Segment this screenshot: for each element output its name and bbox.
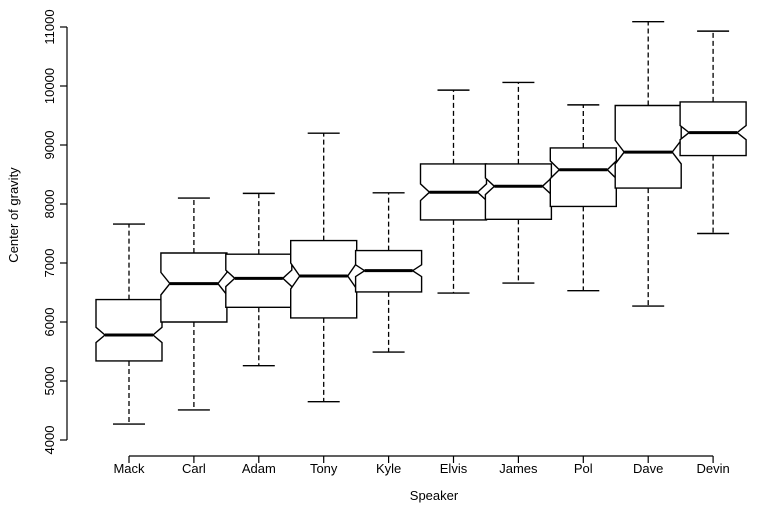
y-tick-label: 8000 (42, 190, 57, 219)
box-dave (614, 20, 682, 307)
notched-box (290, 239, 358, 319)
x-tick-label: Mack (113, 461, 145, 476)
box-devin (679, 30, 747, 235)
box-tony (290, 132, 358, 403)
box-adam (225, 192, 293, 367)
x-tick-label: Devin (696, 461, 729, 476)
x-tick-label: Tony (310, 461, 338, 476)
y-tick-label: 4000 (42, 426, 57, 455)
x-tick-label: James (499, 461, 538, 476)
x-axis: Mack Carl Adam Tony Kyle Elvis James Pol Dave Dev… (113, 455, 730, 476)
x-tick-label: Kyle (376, 461, 401, 476)
x-tick-label: Adam (242, 461, 276, 476)
notched-box (679, 101, 747, 157)
notched-box (549, 147, 617, 208)
y-tick-label: 9000 (42, 131, 57, 160)
x-tick-label: Dave (633, 461, 663, 476)
notched-box (614, 104, 682, 189)
box-james (484, 81, 553, 284)
notched-box (484, 163, 553, 221)
box-mack (95, 223, 163, 425)
x-tick-label: Pol (574, 461, 593, 476)
y-axis-title: Center of gravity (6, 167, 21, 263)
box-carl (160, 197, 228, 411)
boxes-group (95, 20, 747, 425)
box-pol (549, 104, 617, 292)
notched-box (95, 298, 163, 362)
y-tick-label: 6000 (42, 308, 57, 337)
y-tick-label: 10000 (42, 68, 57, 104)
y-tick-label: 5000 (42, 367, 57, 396)
y-axis: 4000 5000 6000 7000 8000 9000 10000 11000 (42, 9, 68, 455)
y-tick-label: 7000 (42, 249, 57, 278)
x-tick-label: Elvis (440, 461, 468, 476)
x-tick-label: Carl (182, 461, 206, 476)
notched-box (160, 252, 228, 323)
box-elvis (419, 89, 488, 294)
y-tick-label: 11000 (42, 9, 57, 44)
notched-box (225, 253, 293, 308)
x-axis-title: Speaker (410, 488, 459, 503)
box-kyle (354, 192, 423, 353)
